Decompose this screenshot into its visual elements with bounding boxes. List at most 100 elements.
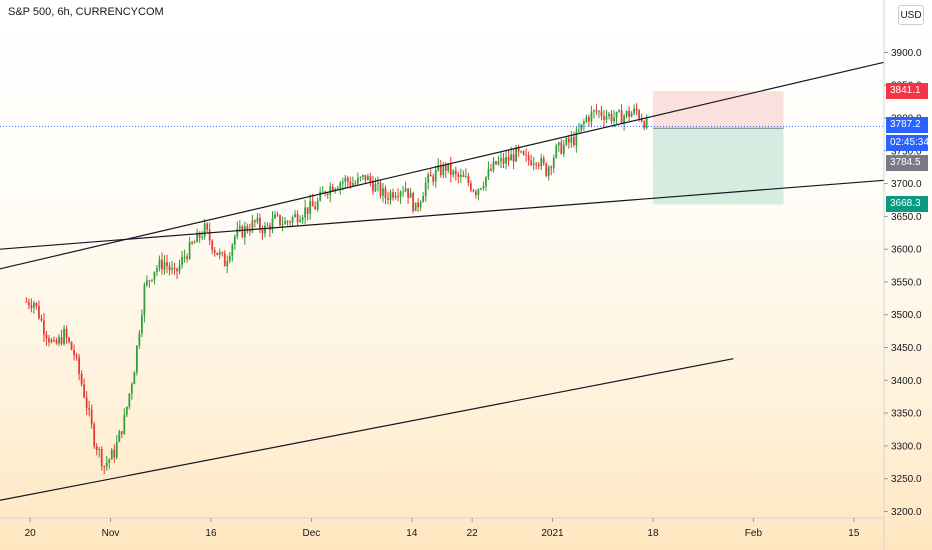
candle (542, 155, 545, 166)
candle (527, 151, 530, 166)
candle (434, 165, 437, 188)
candle-body (427, 174, 430, 183)
candle-body (274, 214, 276, 219)
candle (442, 161, 445, 179)
time-tick-label: 2021 (541, 528, 564, 539)
candle-body (153, 271, 156, 280)
candle-body (28, 301, 30, 306)
candle (98, 446, 101, 458)
candle-body (583, 121, 585, 125)
trendlines[interactable] (0, 61, 885, 501)
candle (176, 267, 178, 279)
candle (495, 160, 497, 166)
candle (193, 239, 196, 244)
candle-body (266, 225, 269, 227)
candle (580, 123, 583, 133)
candle (256, 213, 259, 225)
candle-body (557, 142, 560, 146)
candle (274, 210, 276, 220)
stop-loss-price-tag: 3841.1 (886, 83, 928, 100)
candle-body (497, 161, 500, 165)
position-tool[interactable] (652, 91, 784, 205)
candle-body (517, 147, 520, 152)
candle-body (166, 262, 168, 267)
candle (464, 168, 467, 178)
candle (40, 314, 43, 322)
candle-body (135, 345, 138, 373)
candle (432, 173, 435, 186)
candle-body (527, 155, 530, 161)
candle-body (264, 225, 266, 234)
candle (525, 148, 528, 162)
candle-body (530, 160, 533, 165)
candle-body (532, 163, 535, 165)
candle-body (344, 177, 347, 182)
candle (394, 191, 397, 200)
candle (301, 214, 304, 224)
candle-body (279, 214, 281, 225)
candle-body (429, 174, 432, 177)
candle (562, 139, 565, 158)
candle-body (625, 111, 628, 116)
candle-body (201, 236, 204, 238)
candle (80, 370, 83, 387)
trendline-2[interactable] (0, 179, 885, 250)
candle-body (123, 414, 126, 434)
candle-body (93, 424, 96, 447)
candle-body (301, 217, 304, 221)
reward-zone[interactable] (652, 128, 784, 205)
candle (387, 191, 389, 205)
symbol-title[interactable]: S&P 500, 6h, CURRENCYCOM (8, 6, 164, 18)
candle-body (640, 118, 643, 122)
candle (500, 152, 502, 168)
candle-body (329, 186, 332, 195)
candle-body (570, 137, 573, 143)
candle (251, 214, 254, 234)
candle-body (120, 431, 123, 434)
candle (577, 122, 580, 133)
candle-body (80, 373, 83, 385)
candle (201, 230, 204, 241)
candle-body (475, 191, 477, 195)
candle-body (447, 163, 450, 171)
candle-body (615, 111, 618, 118)
candle-body (467, 176, 470, 184)
candle (206, 222, 209, 233)
candle (216, 252, 219, 256)
trendline-3[interactable] (0, 358, 734, 501)
candle (459, 168, 462, 183)
candle (552, 154, 555, 173)
candle (125, 406, 128, 418)
candle (449, 156, 452, 183)
time-tick-label: Dec (303, 528, 321, 539)
candle (151, 279, 153, 283)
candle-body (294, 214, 296, 218)
candle-body (562, 144, 565, 154)
candle (643, 119, 646, 131)
candle (427, 172, 430, 190)
candle (492, 157, 495, 173)
candle-body (125, 406, 128, 415)
candle-body (409, 193, 412, 198)
risk-zone[interactable] (652, 91, 784, 129)
price-tick-label: 3250.0 (891, 474, 922, 485)
candle-body (65, 328, 68, 338)
currency-button[interactable]: USD (898, 5, 924, 25)
candle-body (286, 221, 289, 223)
candle-body (492, 161, 495, 171)
candle-body (53, 340, 55, 342)
candle (402, 185, 404, 198)
candle-body (387, 197, 389, 200)
candle-body (595, 110, 598, 112)
candle (100, 446, 103, 471)
candle-body (384, 188, 387, 198)
candle (605, 109, 608, 124)
candle (53, 336, 55, 343)
candle-body (459, 175, 462, 177)
trendline-1[interactable] (0, 61, 885, 270)
candle (409, 187, 412, 198)
candle (356, 172, 359, 186)
